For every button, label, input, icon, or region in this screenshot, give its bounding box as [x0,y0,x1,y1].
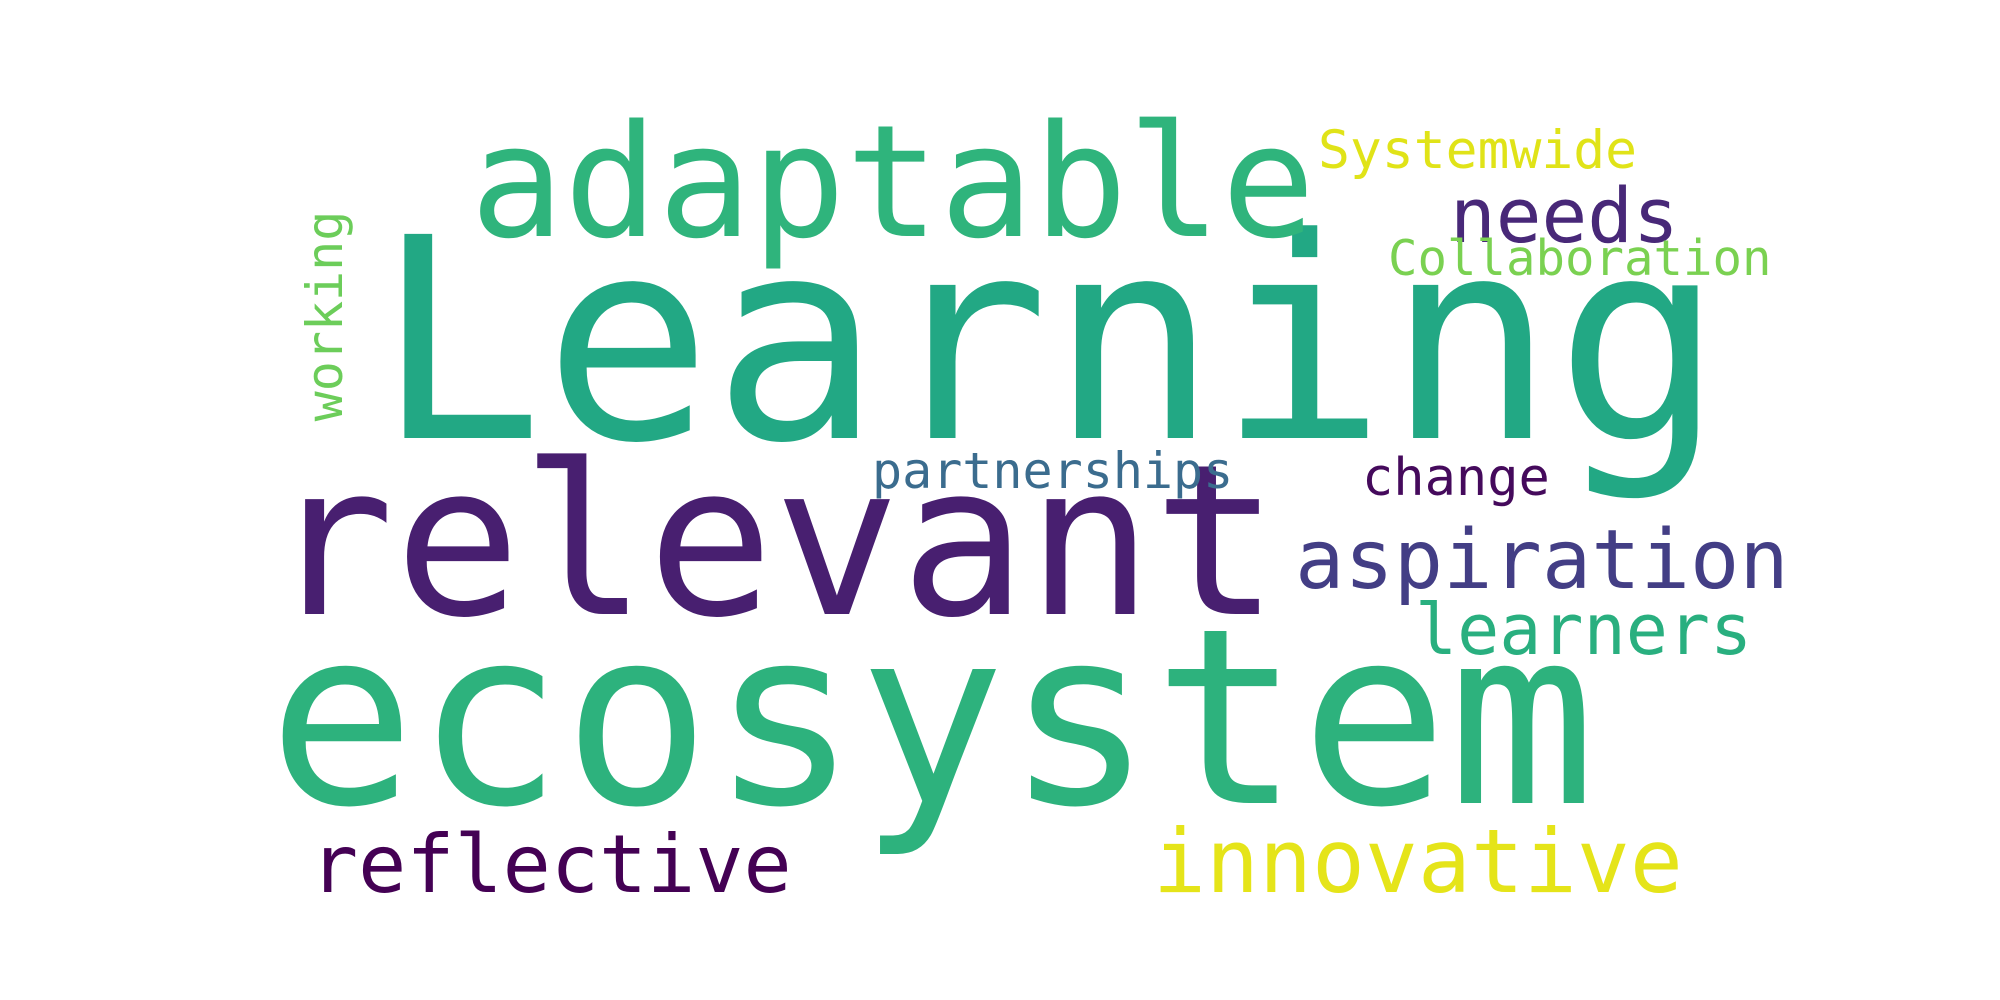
word-reflective: reflective [310,818,792,911]
word-learning: Learning [375,179,1724,505]
word-systemwide: Systemwide [1318,120,1638,181]
word-innovative: innovative [1153,810,1683,913]
word-working: working [296,210,354,422]
word-adaptable: adaptable [470,91,1316,273]
word-partnerships: partnerships [872,442,1234,500]
word-aspiration: aspiration [1295,513,1789,608]
word-ecosystem: ecosystem [268,576,1596,861]
word-learners: learners [1415,589,1753,671]
word-needs: needs [1450,171,1679,260]
word-collaboration: Collaboration [1388,230,1772,287]
word-relevant: relevant [268,419,1280,664]
word-change: change [1362,448,1550,508]
